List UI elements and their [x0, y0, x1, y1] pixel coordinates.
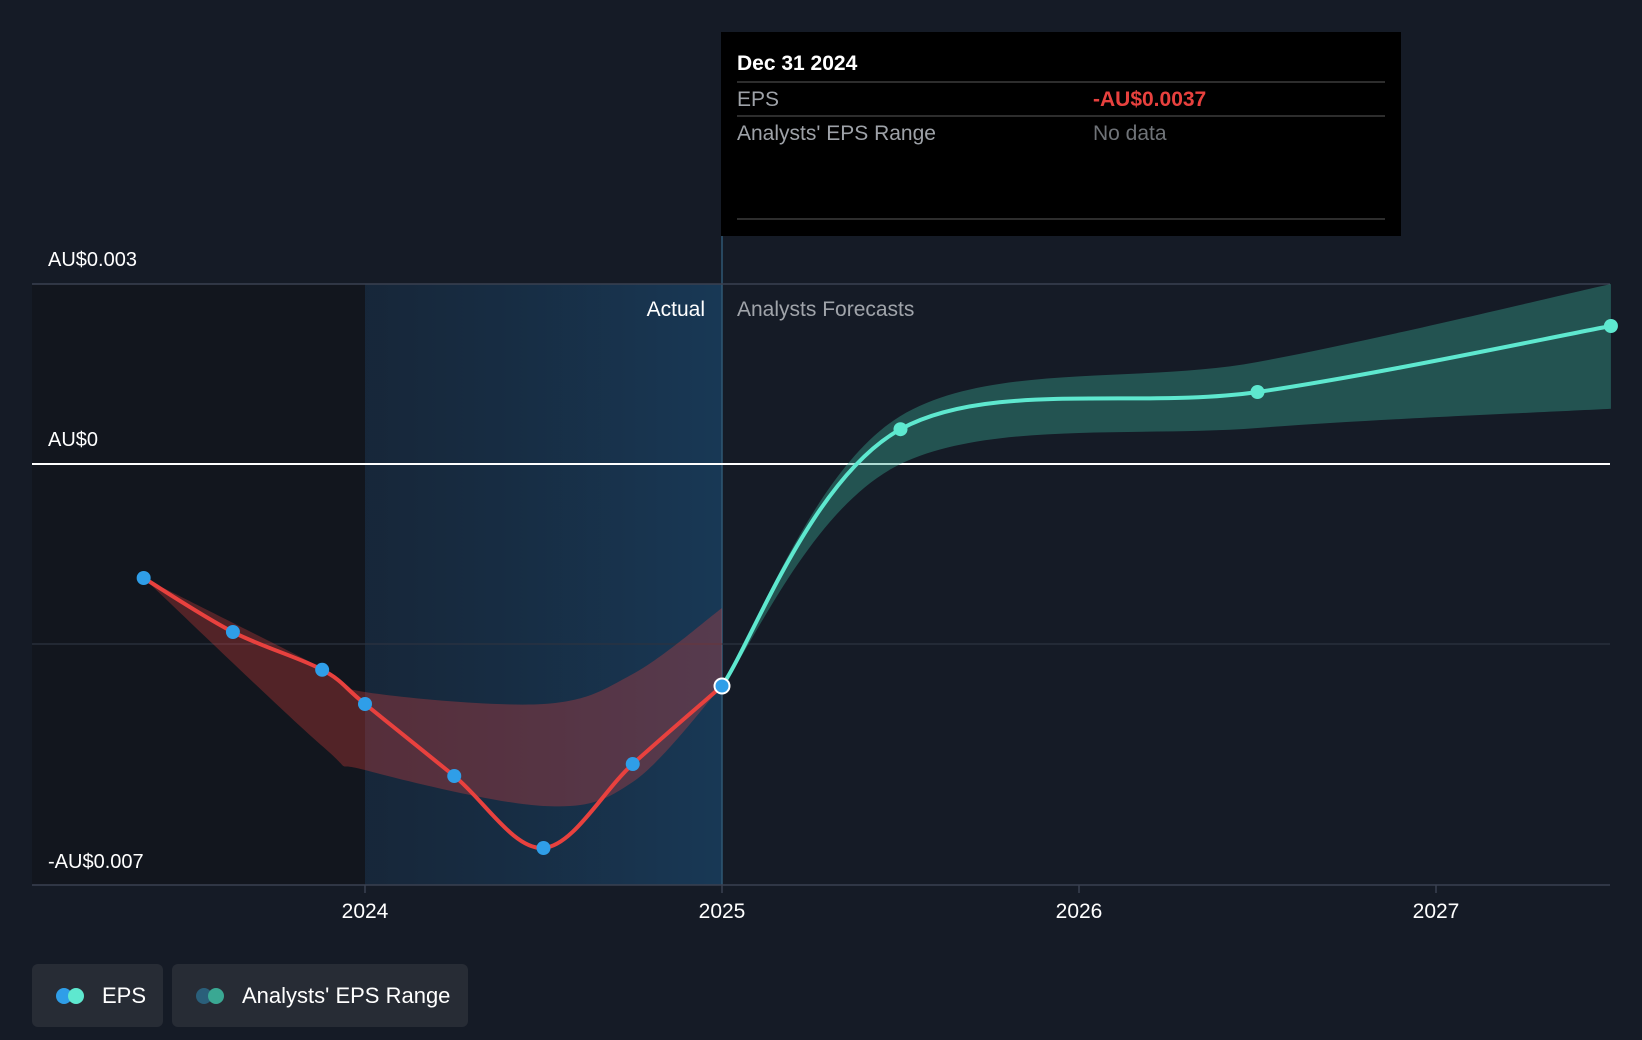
legend-eps-range-label: Analysts' EPS Range	[242, 982, 451, 1008]
eps-forecast-point	[1250, 385, 1265, 399]
y-tick-label: AU$0	[48, 429, 98, 451]
x-tick-label: 2026	[1056, 900, 1103, 923]
eps-forecast-point	[1603, 319, 1618, 333]
eps-range-band-0	[143, 578, 722, 807]
eps-actual-point	[447, 769, 462, 783]
eps-line-1	[720, 324, 1613, 688]
eps-actual-point	[625, 757, 640, 771]
x-tick-label: 2024	[342, 900, 389, 923]
legend-eps-label: EPS	[102, 982, 147, 1008]
eps-actual-point	[136, 571, 151, 585]
tooltip-row-label: Analysts' EPS Range	[737, 122, 936, 145]
eps-range-legend-icon	[196, 987, 228, 1004]
legend-eps[interactable]: EPS	[32, 964, 163, 1027]
actual-label: Actual	[647, 298, 705, 321]
legend-eps-range[interactable]: Analysts' EPS Range	[172, 964, 468, 1027]
tooltip-row-value: No data	[1093, 122, 1167, 145]
eps-actual-point	[315, 662, 330, 677]
y-tick-label: AU$0.003	[48, 249, 137, 271]
tooltip-row-value: -AU$0.0037	[1093, 88, 1206, 111]
y-tick-label: -AU$0.007	[48, 851, 144, 873]
eps-legend-icon	[56, 987, 88, 1004]
eps-actual-point	[713, 677, 731, 695]
tooltip-box	[721, 32, 1401, 236]
x-tick-label: 2025	[699, 900, 746, 923]
eps-actual-point	[536, 841, 551, 855]
past-shade	[32, 284, 365, 885]
tooltip-title: Dec 31 2024	[737, 52, 858, 75]
eps-range-band-1	[722, 284, 1611, 686]
eps-actual-point	[225, 625, 240, 639]
tooltip-row-label: EPS	[737, 88, 779, 111]
eps-actual-point	[358, 697, 372, 711]
x-tick-label: 2027	[1413, 900, 1460, 923]
eps-line-0	[141, 576, 724, 851]
forecast-label: Analysts Forecasts	[737, 298, 914, 321]
eps-forecast-point	[893, 422, 908, 437]
actual-region	[365, 284, 722, 885]
tooltip: Dec 31 2024 EPS -AU$0.0037 Analysts' EPS Ra…	[721, 32, 1401, 236]
